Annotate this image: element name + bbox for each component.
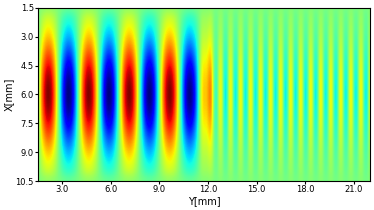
X-axis label: Y[mm]: Y[mm] [188,196,220,206]
Y-axis label: X[mm]: X[mm] [4,78,14,111]
